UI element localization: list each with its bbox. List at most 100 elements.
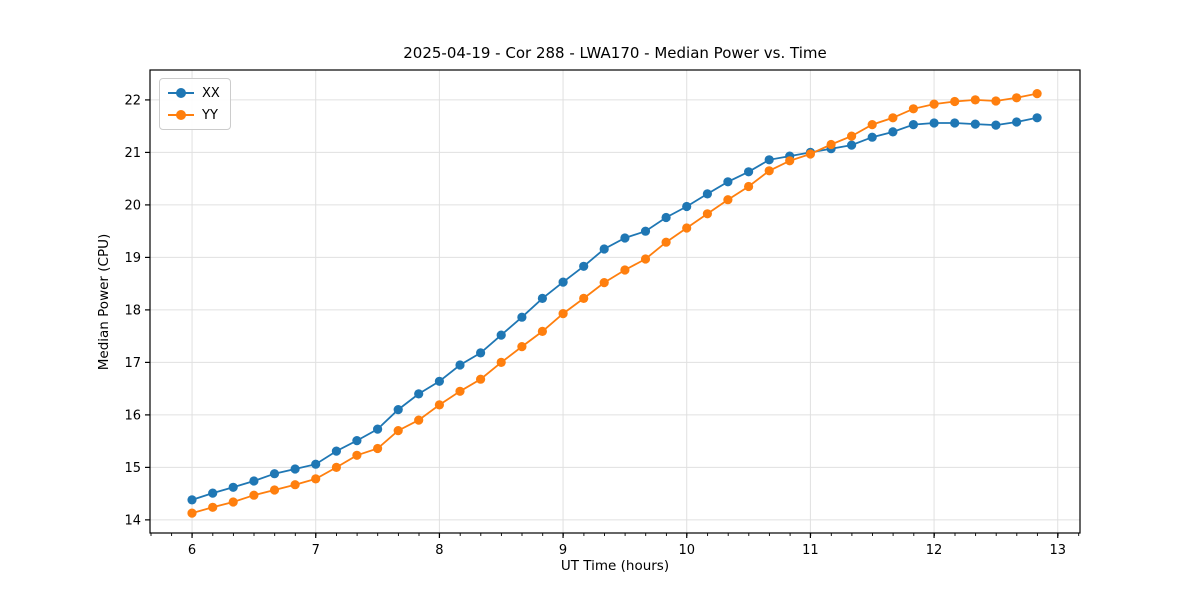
y-tick-label: 17 [124, 356, 141, 371]
data-point-xx [599, 244, 609, 254]
data-point-yy [331, 462, 341, 472]
data-point-yy [867, 120, 877, 130]
data-point-xx [476, 348, 486, 358]
legend-label-xx: XX [202, 85, 220, 101]
y-axis-label: Median Power (CPU) [96, 233, 112, 371]
x-tick-label: 10 [678, 543, 695, 558]
data-point-yy [187, 508, 197, 518]
data-point-yy [991, 96, 1001, 106]
data-point-xx [620, 233, 630, 243]
data-point-yy [517, 342, 527, 352]
data-point-yy [393, 426, 403, 436]
series-line-xx [191, 116, 1038, 501]
data-point-yy [537, 326, 548, 336]
data-point-yy [558, 309, 568, 319]
data-point-xx [352, 436, 362, 446]
x-axis-label: UT Time (hours) [560, 558, 670, 574]
data-point-xx [867, 132, 877, 142]
data-point-yy [785, 156, 795, 166]
data-point-xx [847, 140, 857, 150]
data-point-yy [599, 278, 609, 288]
y-tick-label: 22 [124, 93, 141, 108]
data-point-yy [228, 497, 238, 507]
x-tick-label: 7 [312, 543, 320, 558]
data-point-xx [970, 119, 980, 129]
data-point-yy [620, 265, 630, 275]
data-point-xx [723, 177, 733, 187]
x-tick-label: 12 [926, 543, 943, 558]
x-tick-label: 6 [188, 543, 196, 558]
data-point-xx [764, 155, 774, 165]
data-point-yy [826, 139, 836, 150]
data-point-yy [373, 443, 383, 454]
data-point-yy [950, 96, 960, 107]
data-point-yy [744, 181, 754, 192]
data-point-xx [1012, 117, 1022, 127]
data-point-yy [702, 209, 713, 219]
data-point-xx [682, 201, 692, 212]
data-point-yy [208, 502, 218, 512]
data-point-yy [249, 490, 259, 500]
y-tick-label: 16 [124, 408, 141, 423]
data-point-xx [290, 464, 300, 474]
xx-line-marker-icon [168, 88, 194, 98]
data-point-xx [640, 226, 651, 236]
data-point-yy [496, 357, 506, 367]
data-point-yy [352, 450, 362, 460]
data-point-yy [311, 474, 321, 484]
legend-label-yy: YY [202, 107, 218, 123]
data-point-xx [702, 189, 713, 199]
data-point-xx [908, 120, 919, 130]
data-point-yy [1032, 89, 1042, 99]
x-tick-label: 8 [435, 543, 443, 558]
series-line-yy [191, 92, 1038, 514]
chart-title: 2025-04-19 - Cor 288 - LWA170 - Median P… [403, 44, 827, 62]
data-point-xx [929, 118, 939, 128]
data-point-yy [414, 415, 424, 425]
data-point-yy [455, 386, 465, 396]
legend-entry-yy: YY [168, 106, 220, 124]
data-point-xx [393, 405, 403, 415]
data-point-xx [888, 127, 898, 137]
data-point-yy [661, 237, 671, 247]
data-point-xx [579, 261, 589, 271]
x-tick-label: 13 [1049, 543, 1066, 558]
data-point-yy [290, 480, 300, 490]
data-point-xx [991, 120, 1001, 130]
data-point-xx [744, 167, 754, 177]
y-tick-label: 21 [124, 146, 141, 161]
data-point-xx [950, 118, 960, 128]
data-point-yy [682, 223, 692, 233]
data-point-xx [455, 360, 465, 370]
data-point-xx [331, 446, 341, 456]
data-point-xx [1032, 113, 1042, 123]
yy-line-marker-icon [168, 110, 194, 120]
data-point-xx [269, 469, 280, 479]
data-point-xx [517, 312, 527, 322]
y-tick-label: 20 [124, 198, 141, 213]
data-point-yy [888, 113, 898, 123]
data-point-yy [929, 99, 939, 109]
y-tick-label: 19 [124, 251, 141, 266]
data-point-yy [764, 166, 774, 176]
data-point-xx [228, 482, 238, 492]
data-point-xx [558, 277, 568, 287]
data-point-yy [908, 104, 919, 114]
data-point-xx [661, 212, 671, 223]
data-point-yy [579, 293, 589, 303]
data-point-yy [476, 374, 486, 384]
y-tick-label: 14 [124, 513, 141, 528]
data-point-xx [311, 459, 321, 469]
legend: XX YY [159, 78, 231, 130]
data-point-xx [434, 376, 444, 386]
data-point-yy [847, 131, 857, 141]
data-point-yy [269, 485, 280, 495]
data-point-xx [249, 476, 259, 486]
data-point-yy [434, 400, 444, 410]
data-point-xx [208, 488, 218, 498]
data-point-xx [496, 330, 506, 340]
data-point-yy [723, 195, 733, 205]
data-point-xx [537, 293, 548, 303]
